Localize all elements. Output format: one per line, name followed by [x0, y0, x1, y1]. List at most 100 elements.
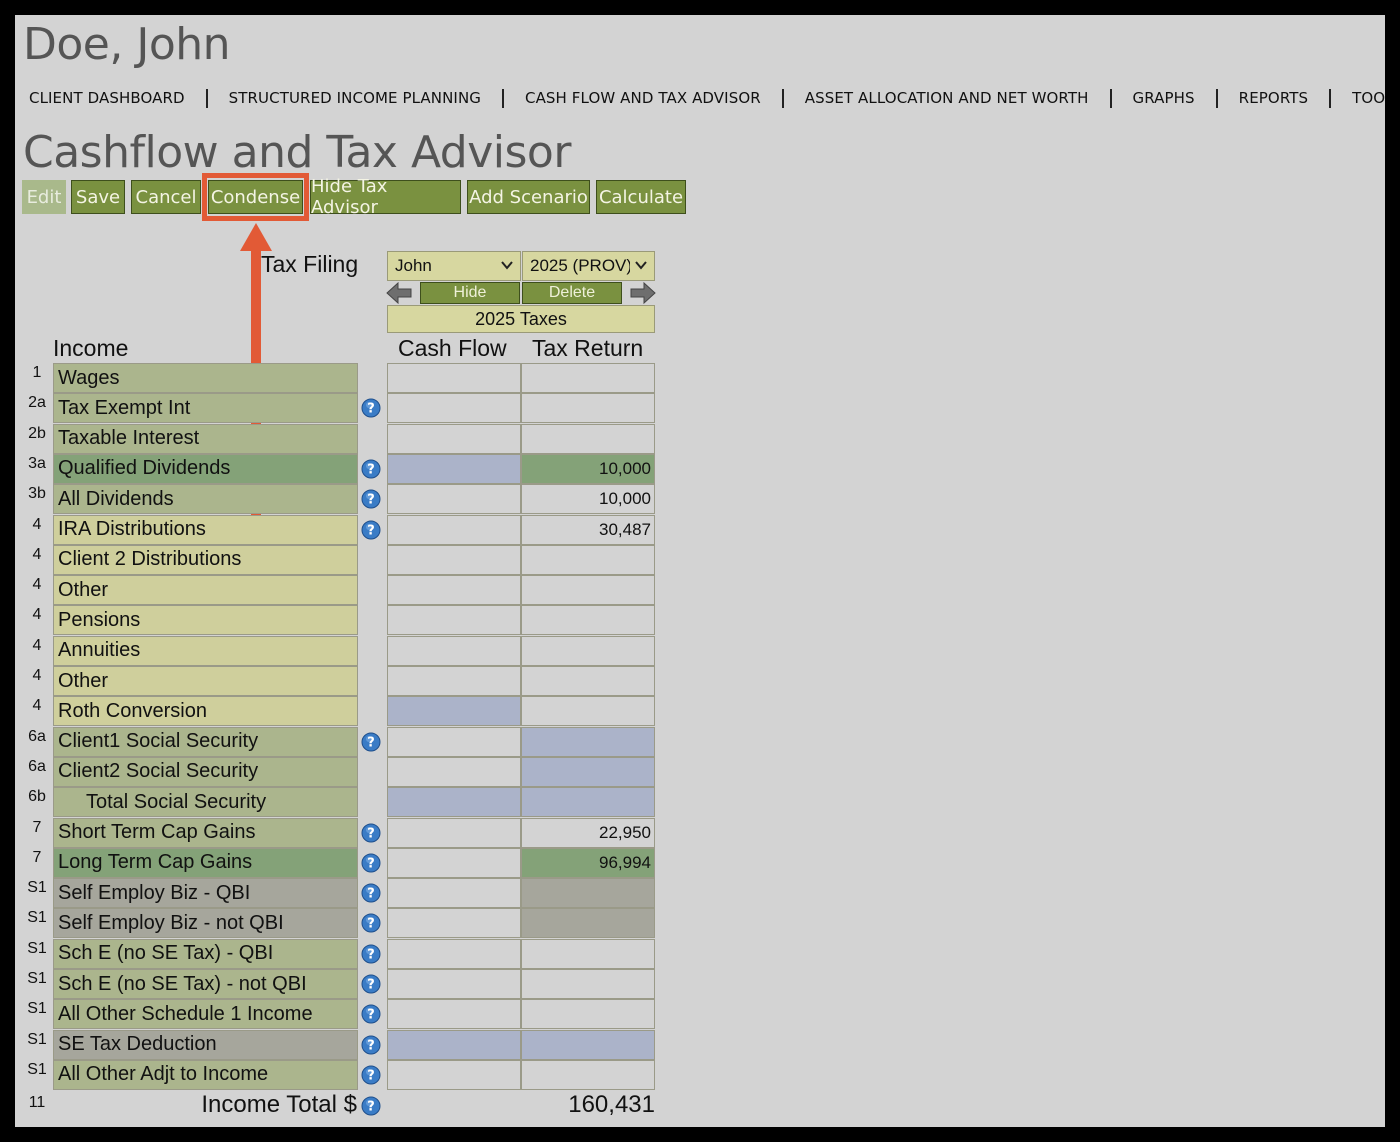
cash-flow-cell[interactable]: [387, 1059, 521, 1090]
question-circle-icon[interactable]: ?: [361, 489, 381, 509]
tax-return-cell[interactable]: [521, 938, 655, 969]
cash-flow-cell[interactable]: [387, 605, 521, 636]
cancel-button[interactable]: Cancel: [131, 180, 201, 214]
question-circle-icon[interactable]: ?: [361, 974, 381, 994]
nav-client-dashboard[interactable]: CLIENT DASHBOARD: [29, 89, 185, 107]
svg-text:?: ?: [367, 493, 375, 508]
question-circle-icon[interactable]: ?: [361, 459, 381, 479]
tax-return-cell[interactable]: 96,994: [521, 847, 655, 878]
question-circle-icon[interactable]: ?: [361, 1065, 381, 1085]
calculate-button[interactable]: Calculate: [596, 180, 686, 214]
cash-flow-cell[interactable]: [387, 1029, 521, 1060]
cash-flow-cell[interactable]: [387, 817, 521, 848]
cash-flow-cell[interactable]: [387, 938, 521, 969]
tax-return-cell[interactable]: [521, 423, 655, 454]
tax-return-cell[interactable]: [521, 999, 655, 1030]
row-label: Taxable Interest: [53, 423, 358, 454]
nav-separator: [1109, 88, 1112, 108]
line-number: 4: [32, 606, 42, 624]
tax-return-cell[interactable]: [521, 363, 655, 393]
tax-return-cell[interactable]: [521, 908, 655, 939]
tax-return-cell[interactable]: [521, 1029, 655, 1060]
tax-return-cell[interactable]: [521, 605, 655, 636]
cash-flow-cell[interactable]: [387, 878, 521, 909]
tax-return-cell[interactable]: [521, 666, 655, 696]
hide-tax-advisor-button[interactable]: Hide Tax Advisor: [310, 176, 461, 218]
table-row: 2a Tax Exempt Int?: [15, 393, 665, 424]
table-row: 4 Annuities: [15, 635, 665, 666]
tax-return-cell[interactable]: [521, 544, 655, 575]
edit-button[interactable]: Edit: [22, 180, 66, 214]
row-label: Self Employ Biz - not QBI: [53, 908, 358, 939]
tax-return-cell[interactable]: [521, 726, 655, 757]
line-number: 7: [32, 818, 42, 836]
question-circle-icon[interactable]: ?: [361, 520, 381, 540]
cash-flow-cell[interactable]: [387, 393, 521, 424]
cash-flow-cell[interactable]: [387, 787, 521, 818]
cash-flow-cell[interactable]: [387, 544, 521, 575]
nav-reports[interactable]: REPORTS: [1238, 89, 1309, 107]
tax-return-cell[interactable]: [521, 575, 655, 606]
nav-tools[interactable]: TOOLS: [1352, 89, 1385, 107]
left-arrow-icon[interactable]: [386, 282, 412, 304]
table-row: 3b All Dividends? 10,000: [15, 484, 665, 515]
delete-scenario-button[interactable]: Delete: [522, 282, 622, 304]
tax-return-cell[interactable]: [521, 1059, 655, 1090]
cash-flow-cell[interactable]: [387, 453, 521, 484]
cash-flow-cell[interactable]: [387, 575, 521, 606]
right-arrow-icon[interactable]: [630, 282, 656, 304]
question-circle-icon[interactable]: ?: [361, 823, 381, 843]
question-circle-icon[interactable]: ?: [361, 1035, 381, 1055]
cash-flow-cell[interactable]: [387, 484, 521, 515]
tax-return-cell[interactable]: 10,000: [521, 484, 655, 515]
condense-button[interactable]: Condense: [208, 180, 303, 214]
nav-graphs[interactable]: GRAPHS: [1132, 89, 1195, 107]
question-circle-icon[interactable]: ?: [361, 853, 381, 873]
question-circle-icon[interactable]: ?: [361, 1004, 381, 1024]
question-circle-icon[interactable]: ?: [361, 732, 381, 752]
tax-return-cell[interactable]: 10,000: [521, 453, 655, 484]
tax-return-cell[interactable]: [521, 393, 655, 424]
question-circle-icon[interactable]: ?: [361, 944, 381, 964]
row-label: All Other Schedule 1 Income: [53, 999, 358, 1030]
question-circle-icon[interactable]: ?: [361, 883, 381, 903]
save-button[interactable]: Save: [71, 180, 125, 214]
tax-return-cell[interactable]: [521, 878, 655, 909]
cash-flow-cell[interactable]: [387, 423, 521, 454]
tax-return-cell[interactable]: [521, 635, 655, 666]
tax-return-cell[interactable]: 22,950: [521, 817, 655, 848]
row-label: Qualified Dividends: [53, 453, 358, 484]
cash-flow-cell[interactable]: [387, 847, 521, 878]
cash-flow-cell[interactable]: [387, 756, 521, 787]
tax-return-cell[interactable]: [521, 787, 655, 818]
nav-separator: [502, 88, 504, 108]
cash-flow-cell[interactable]: [387, 999, 521, 1030]
row-label: Self Employ Biz - QBI: [53, 878, 358, 909]
table-row: 4 Other: [15, 575, 665, 606]
cash-flow-cell[interactable]: [387, 726, 521, 757]
person-select[interactable]: John: [387, 251, 521, 281]
year-select[interactable]: 2025 (PROV): [522, 251, 655, 281]
add-scenario-button[interactable]: Add Scenario: [467, 180, 590, 214]
nav-structured-income-planning[interactable]: STRUCTURED INCOME PLANNING: [228, 89, 481, 107]
tax-return-cell[interactable]: [521, 696, 655, 727]
nav-cash-flow-and-tax-advisor[interactable]: CASH FLOW AND TAX ADVISOR: [525, 89, 761, 107]
nav-asset-allocation-and-net-worth[interactable]: ASSET ALLOCATION AND NET WORTH: [804, 89, 1089, 107]
cash-flow-cell[interactable]: [387, 514, 521, 545]
tax-return-cell[interactable]: [521, 756, 655, 787]
nav-separator: [781, 88, 784, 108]
tax-return-cell[interactable]: 30,487: [521, 514, 655, 545]
tax-return-cell[interactable]: [521, 969, 655, 999]
cash-flow-cell[interactable]: [387, 969, 521, 999]
cash-flow-cell[interactable]: [387, 696, 521, 727]
cash-flow-cell[interactable]: [387, 363, 521, 393]
cash-flow-cell[interactable]: [387, 635, 521, 666]
cash-flow-cell[interactable]: [387, 908, 521, 939]
question-circle-icon[interactable]: ?: [361, 913, 381, 933]
line-number: 3a: [28, 454, 46, 472]
question-circle-icon[interactable]: ?: [361, 1096, 381, 1116]
question-circle-icon[interactable]: ?: [361, 398, 381, 418]
hide-scenario-button[interactable]: Hide: [420, 282, 520, 304]
cash-flow-cell[interactable]: [387, 666, 521, 696]
svg-text:?: ?: [367, 735, 375, 750]
